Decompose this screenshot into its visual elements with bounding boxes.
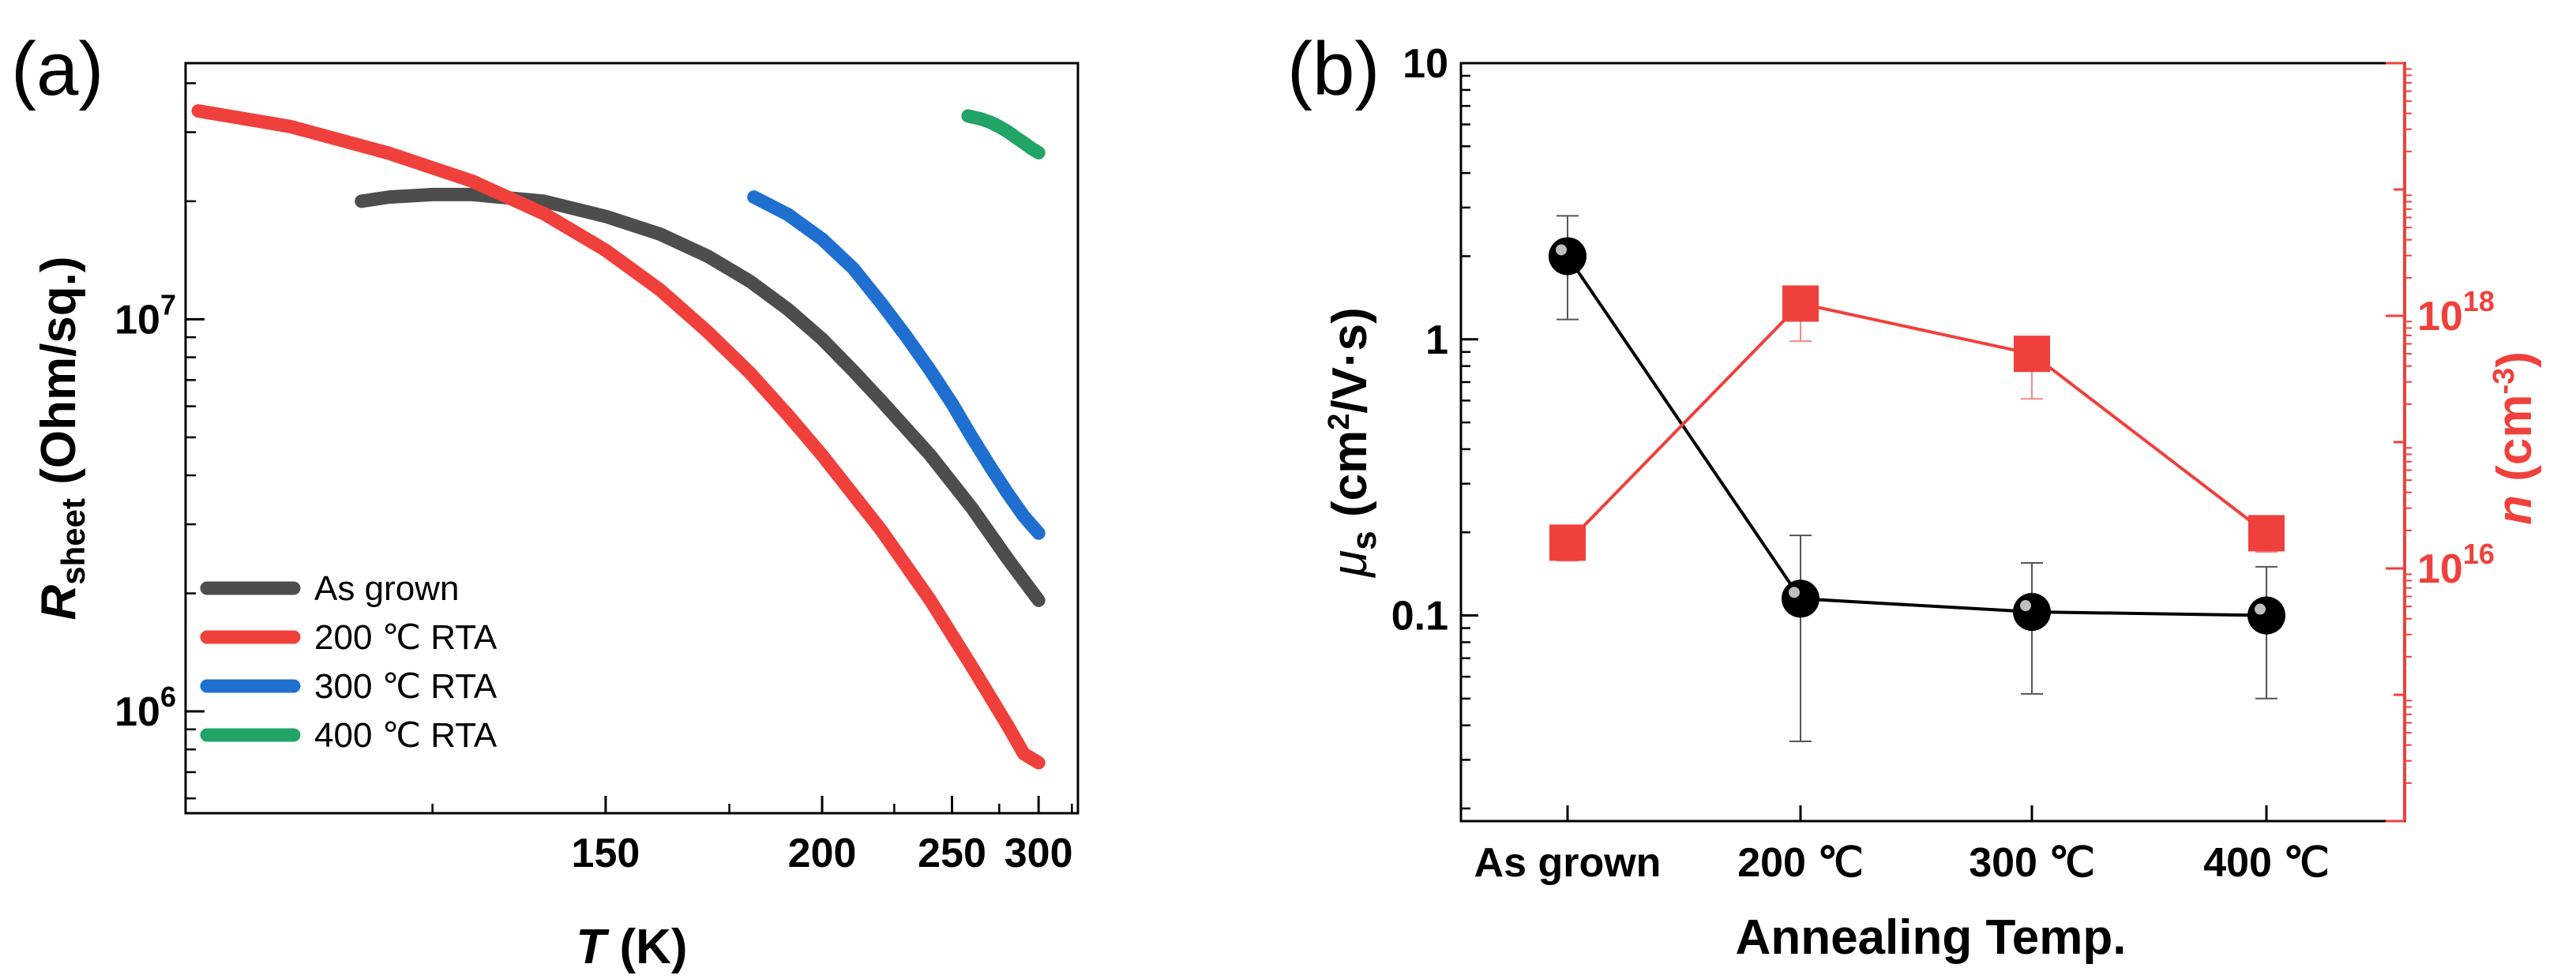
panel-label-b: (b) [1287, 27, 1380, 111]
chart-b-right-axis-unit-sup: -3 [2488, 368, 2521, 395]
chart-b-right-tick-label: 1016 [2417, 538, 2495, 592]
chart-b-left-axis-unit-end: /V·s) [1323, 307, 1377, 413]
chart-b-left-axis-subscript: s [1345, 531, 1384, 550]
legend-label-300-rta: 300 ℃ RTA [314, 667, 498, 706]
chart-b-right-axis-title: n (cm-3) [2488, 351, 2542, 525]
chart-b-point-carrier-concentration [1549, 524, 1586, 561]
chart-a-series-as-grown [355, 187, 1046, 607]
chart-a-x-axis-symbol: T [576, 920, 610, 974]
chart-b-ticks: As grown 200 ℃ 300 ℃ 400 ℃ 0.1 1 10 1016 1018 [1391, 41, 2495, 886]
chart-b: As grown 200 ℃ 300 ℃ 400 ℃ 0.1 1 10 1016 1018 An… [1323, 41, 2542, 965]
chart-b-left-axis-title: μs (cm2/V·s) [1323, 307, 1384, 578]
chart-a-x-axis-unit: (K) [606, 920, 687, 974]
chart-a-series [191, 104, 1046, 770]
chart-a-series-300-rta [747, 190, 1046, 540]
chart-a: 150 200 250 300 106 107 As grown 200 ℃ RTA 300 … [32, 62, 1080, 974]
chart-a-y-axis-symbol: R [32, 585, 86, 621]
chart-b-point-highlight [1556, 244, 1567, 256]
chart-a-x-axis-title: T (K) [576, 920, 687, 974]
chart-b-frame [1459, 62, 2406, 823]
chart-b-point-carrier-concentration [1782, 285, 1819, 322]
chart-b-x-axis-title: Annealing Temp. [1736, 910, 2127, 965]
chart-b-right-axis-unit: (cm [2488, 395, 2542, 495]
panel-label-a: (a) [11, 27, 103, 111]
chart-b-point-mobility [2247, 596, 2285, 635]
chart-a-y-tick-label: 107 [115, 288, 176, 343]
chart-b-x-tick-label: 200 ℃ [1737, 840, 1864, 886]
chart-a-x-tick-label: 250 [918, 831, 986, 876]
chart-a-x-tick-label: 300 [1004, 831, 1073, 876]
chart-b-x-tick-label: 400 ℃ [2203, 840, 2330, 886]
chart-b-right-axis-symbol: n [2488, 495, 2542, 525]
chart-b-point-highlight [1789, 587, 1800, 598]
chart-b-line-carrier-concentration [1566, 302, 2268, 544]
chart-a-legend: As grown 200 ℃ RTA 300 ℃ RTA 400 ℃ RTA [200, 569, 498, 755]
chart-b-series [1549, 215, 2285, 742]
chart-a-y-axis-unit: (Ohm/sq.) [32, 256, 86, 498]
chart-a-x-tick-label: 150 [572, 831, 640, 876]
chart-a-y-axis-subscript: sheet [54, 498, 92, 585]
chart-b-left-tick-label: 0.1 [1391, 594, 1448, 640]
legend-label-200-rta: 200 ℃ RTA [314, 618, 498, 657]
chart-b-line-mobility [1566, 255, 2267, 617]
chart-a-y-tick-label: 106 [115, 681, 176, 735]
chart-a-ticks: 150 200 250 300 106 107 [115, 82, 1073, 876]
chart-b-point-highlight [2255, 603, 2266, 615]
chart-b-point-highlight [2020, 600, 2031, 612]
chart-a-series-400-rta [961, 109, 1046, 159]
legend-label-400-rta: 400 ℃ RTA [314, 716, 498, 755]
chart-b-left-axis-unit-sup: 2 [1323, 414, 1356, 430]
chart-b-left-tick-label: 1 [1425, 317, 1448, 363]
chart-b-x-tick-label: As grown [1474, 840, 1662, 886]
legend-label-as-grown: As grown [314, 569, 459, 608]
chart-b-right-axis-unit-end: ) [2488, 351, 2542, 368]
chart-a-y-axis-title: Rsheet (Ohm/sq.) [32, 256, 92, 620]
chart-b-left-axis-unit: (cm [1323, 430, 1377, 531]
chart-b-point-mobility [2013, 593, 2051, 632]
chart-b-point-mobility [1549, 237, 1587, 276]
chart-b-left-tick-label: 10 [1403, 41, 1448, 87]
chart-a-x-tick-label: 200 [788, 831, 857, 876]
chart-b-right-tick-label: 1018 [2417, 285, 2495, 339]
chart-b-point-mobility [1782, 580, 1819, 618]
chart-b-x-tick-label: 300 ℃ [1969, 840, 2095, 886]
chart-b-left-axis-symbol: μ [1323, 550, 1377, 579]
chart-b-point-carrier-concentration [2014, 336, 2050, 373]
chart-b-point-carrier-concentration [2248, 515, 2285, 552]
chart-a-series-200-rta [191, 104, 1046, 770]
